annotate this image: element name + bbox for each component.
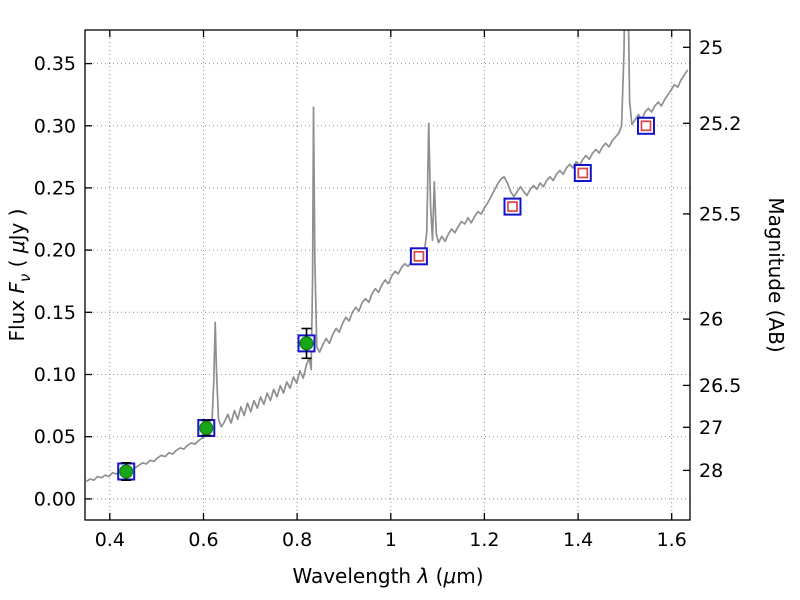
y-left-tick-labels: 0.00 0.05 0.10 0.15 0.20 0.25 0.30 0.35 [34, 53, 76, 510]
y-left-tick-label: 0.00 [34, 488, 76, 510]
axis-labels: Wavelength λ (μm) Flux Fν ( μJy ) Magnitud… [5, 197, 788, 588]
model-square-marker [507, 201, 518, 212]
error-bars-and-detections [119, 327, 314, 482]
model-square-marker [413, 250, 425, 262]
model-red-squares [413, 120, 652, 262]
y-right-tick-label: 28 [699, 460, 723, 482]
detected-flux-circle [199, 421, 214, 435]
x-tick-label: 1.6 [657, 529, 687, 551]
x-tick-label: 0.8 [282, 529, 312, 551]
axes-frame [84, 29, 691, 521]
y-left-tick-label: 0.20 [34, 240, 76, 262]
x-tick-label: 1.4 [563, 529, 593, 551]
x-tick-labels: 0.4 0.6 0.8 1 1.2 1.4 1.6 [95, 529, 687, 551]
y-right-tick-label: 25.5 [699, 203, 741, 225]
y-axis-label-left: Flux Fν ( μJy ) [5, 208, 34, 341]
tick-marks [85, 30, 690, 520]
observed-square-marker [573, 164, 592, 182]
y-left-tick-label: 0.25 [34, 177, 76, 199]
observed-square-marker [409, 247, 428, 266]
model-square-marker [577, 167, 589, 179]
observed-square-marker [637, 116, 655, 135]
y-left-tick-label: 0.15 [34, 302, 76, 324]
spectrum-line [85, 30, 689, 483]
detected-flux-circle [299, 336, 314, 351]
x-axis-label: Wavelength λ (μm) [292, 564, 483, 588]
photometry-blue-squares [117, 116, 655, 481]
grid-lines [85, 30, 690, 520]
y-right-tick-label: 25.2 [699, 113, 741, 135]
y-right-tick-label: 26 [699, 309, 723, 331]
x-tick-label: 1 [385, 529, 397, 551]
observed-square-marker [503, 197, 522, 216]
y-left-tick-label: 0.35 [34, 53, 76, 75]
y-right-tick-label: 25 [699, 37, 723, 59]
y-right-tick-label: 27 [699, 417, 723, 439]
y-axis-label-right: Magnitude (AB) [764, 197, 788, 352]
x-tick-label: 0.6 [188, 529, 218, 551]
x-tick-label: 1.2 [469, 529, 499, 551]
x-tick-label: 0.4 [95, 529, 125, 551]
y-left-tick-label: 0.30 [34, 115, 76, 137]
y-left-tick-label: 0.10 [34, 364, 76, 386]
model-square-marker [640, 120, 652, 132]
y-right-tick-label: 26.5 [699, 375, 741, 397]
detected-flux-circle [119, 464, 134, 479]
y-right-tick-labels: 25 25.2 25.5 26 26.5 27 28 [699, 37, 741, 482]
y-left-tick-label: 0.05 [34, 426, 76, 448]
